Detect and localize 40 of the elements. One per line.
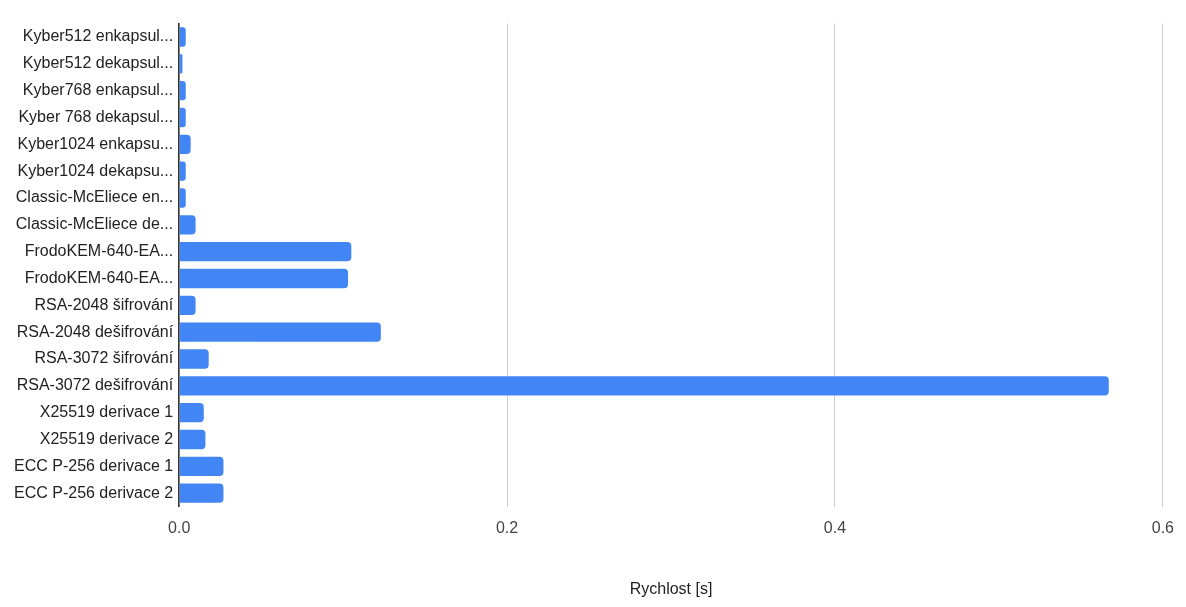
y-tick-label: Classic-McEliece en... [15, 188, 174, 206]
bar [179, 295, 196, 316]
y-tick-label: Kyber768 enkapsul... [22, 81, 174, 99]
bar [179, 429, 206, 450]
bar [179, 376, 1109, 396]
y-tick-label: RSA-2048 dešifrování [16, 322, 174, 340]
y-tick-label: Classic-McEliece de... [15, 215, 174, 233]
bar [179, 27, 186, 47]
y-tick-label: ECC P-256 derivace 2 [14, 483, 174, 501]
bar [179, 456, 224, 477]
y-tick-label: FrodoKEM-640-EA... [24, 268, 174, 286]
bar [179, 322, 381, 342]
x-tick-label: 0.0 [168, 518, 191, 536]
y-tick-label: Kyber1024 enkapsu... [17, 134, 174, 152]
bar [179, 134, 191, 155]
y-tick-label: Kyber512 enkapsul... [22, 27, 174, 45]
bar [179, 242, 352, 262]
x-tick-label: 0.4 [823, 518, 847, 536]
x-axis-title: Rychlost [s] [629, 579, 713, 597]
bar [179, 268, 349, 289]
bar [179, 215, 196, 235]
y-tick-label: RSA-2048 šifrování [34, 295, 174, 313]
bar [179, 483, 224, 503]
x-tick-label: 0.2 [495, 518, 519, 536]
bar [179, 349, 209, 369]
y-tick-label: Kyber512 dekapsul... [22, 54, 174, 72]
y-tick-label: RSA-3072 dešifrování [16, 376, 174, 394]
y-tick-label: X25519 derivace 1 [39, 403, 174, 421]
bar [179, 188, 186, 208]
y-tick-label: ECC P-256 derivace 1 [14, 456, 174, 474]
bar [179, 107, 186, 128]
y-tick-label: Kyber1024 dekapsu... [17, 161, 174, 179]
bar [179, 403, 204, 423]
y-tick-label: RSA-3072 šifrování [34, 349, 174, 367]
bar [179, 161, 186, 181]
y-tick-label: Kyber 768 dekapsul... [18, 107, 174, 125]
x-tick-label: 0.6 [1151, 518, 1175, 536]
y-tick-label: FrodoKEM-640-EA... [24, 242, 174, 260]
y-tick-label: X25519 derivace 2 [39, 429, 174, 447]
bar [179, 81, 186, 101]
